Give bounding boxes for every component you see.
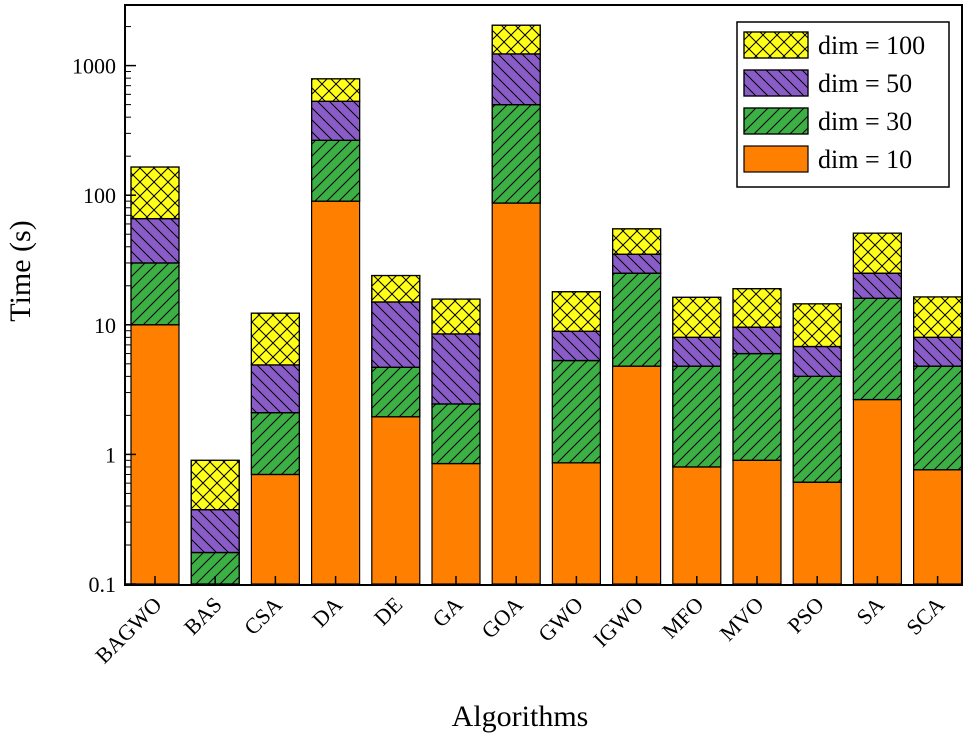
bar-pattern-igwo-dim-100	[611, 228, 662, 255]
bar-pattern-sa-dim-50	[852, 272, 903, 299]
bar-pattern-sca-dim-30	[912, 365, 963, 471]
legend-label-dim-10: dim = 10	[818, 145, 912, 174]
x-tick-label: SA	[851, 592, 889, 630]
bar-pattern-bagwo-dim-50	[130, 217, 180, 264]
y-tick-label: 100	[83, 183, 116, 208]
bar-pattern-da-dim-30	[311, 139, 361, 202]
bar-de-dim-10	[371, 416, 421, 585]
bar-mvo-dim-10	[732, 459, 782, 585]
bar-csa-dim-10	[250, 473, 300, 585]
plot-frame	[124, 4, 963, 586]
bar-sa-dim-10	[852, 398, 903, 585]
bar-group	[130, 24, 963, 585]
legend-swatch-pattern-dim-50	[743, 69, 809, 97]
y-tick-label: 10	[94, 313, 116, 338]
bar-pattern-goa-dim-30	[491, 104, 541, 204]
y-tick-label: 1	[105, 442, 116, 467]
bar-pattern-de-dim-100	[371, 274, 421, 303]
bar-ga-dim-10	[431, 462, 481, 585]
y-tick-label: 0.1	[89, 572, 117, 597]
bar-pattern-bagwo-dim-100	[130, 166, 180, 220]
x-tick-label: GA	[427, 592, 467, 632]
bar-da-dim-10	[311, 200, 361, 585]
bar-pso-dim-10	[792, 481, 842, 585]
bar-goa-dim-10	[491, 202, 541, 585]
bar-pattern-mvo-dim-30	[732, 352, 782, 461]
x-tick-label: PSO	[783, 592, 829, 638]
y-axis-label: Time (s)	[4, 220, 37, 321]
legend: dim = 100 dim = 50 dim = 30 dim = 10	[736, 21, 950, 188]
bar-pattern-csa-dim-30	[250, 412, 300, 476]
legend-label-dim-30: dim = 30	[818, 107, 912, 136]
bar-pattern-csa-dim-100	[250, 312, 300, 366]
bar-gwo-dim-10	[551, 462, 602, 585]
x-tick-label: GOA	[476, 592, 527, 643]
bar-pattern-ga-dim-30	[431, 403, 481, 465]
bar-pattern-mfo-dim-50	[672, 336, 722, 367]
x-axis-label: Algorithms	[452, 700, 589, 733]
bar-pattern-pso-dim-50	[792, 345, 842, 377]
bar-pattern-de-dim-30	[371, 366, 421, 418]
bar-pattern-goa-dim-100	[491, 24, 541, 55]
bar-pattern-da-dim-50	[311, 100, 361, 141]
x-tick-label: MFO	[657, 592, 708, 643]
bar-pattern-gwo-dim-30	[551, 359, 602, 464]
bar-pattern-da-dim-100	[311, 78, 361, 102]
bar-pattern-sca-dim-50	[912, 336, 963, 367]
legend-swatch-pattern-dim-100	[743, 31, 809, 59]
x-tick-label: DE	[369, 592, 407, 630]
bar-pattern-igwo-dim-50	[611, 253, 662, 274]
bar-pattern-mfo-dim-100	[672, 296, 722, 338]
bar-mfo-dim-10	[672, 466, 722, 585]
bar-sca-dim-10	[912, 469, 963, 585]
bar-pattern-bas-dim-100	[190, 459, 240, 511]
bar-pattern-sa-dim-30	[852, 297, 903, 401]
legend-label-dim-100: dim = 100	[818, 31, 925, 60]
bar-pattern-bagwo-dim-30	[130, 262, 180, 326]
x-tick-label: CSA	[239, 592, 287, 640]
legend-swatch-dim-10	[743, 145, 809, 173]
legend-swatch-pattern-dim-30	[743, 107, 809, 135]
bar-pattern-bas-dim-50	[190, 509, 240, 554]
bar-pattern-goa-dim-50	[491, 53, 541, 106]
bar-pattern-ga-dim-100	[431, 298, 481, 335]
x-tick-label: IGWO	[588, 592, 648, 652]
y-tick-label: 1000	[72, 54, 116, 79]
x-axis-ticks: BAGWO BAS CSA DA DE GA GOA GWO IGWO MFO MVO PSO SA SC…	[90, 576, 949, 668]
bar-igwo-dim-10	[611, 365, 662, 585]
bar-bagwo-dim-10	[130, 324, 180, 585]
bar-pattern-sca-dim-100	[912, 296, 963, 338]
bar-pattern-pso-dim-30	[792, 375, 842, 483]
bar-pattern-pso-dim-100	[792, 303, 842, 348]
bar-pattern-mfo-dim-30	[672, 365, 722, 468]
bar-pattern-gwo-dim-50	[551, 330, 602, 362]
x-tick-label: GWO	[533, 592, 588, 647]
bar-pattern-mvo-dim-100	[732, 288, 782, 328]
legend-label-dim-50: dim = 50	[818, 69, 912, 98]
x-tick-label: MVO	[715, 592, 769, 646]
bar-pattern-csa-dim-50	[250, 364, 300, 414]
bar-pattern-mvo-dim-50	[732, 326, 782, 355]
y-axis-ticks: 0.1 1 10 100 1000	[72, 26, 136, 597]
x-tick-label: DA	[307, 592, 347, 632]
x-tick-label: SCA	[901, 592, 949, 640]
bar-pattern-gwo-dim-100	[551, 291, 602, 332]
bar-pattern-igwo-dim-30	[611, 272, 662, 367]
bar-pattern-ga-dim-50	[431, 333, 481, 405]
x-tick-label: BAGWO	[90, 592, 166, 668]
bar-pattern-de-dim-50	[371, 301, 421, 368]
x-tick-label: BAS	[179, 592, 227, 640]
bar-pattern-sa-dim-100	[852, 232, 903, 274]
